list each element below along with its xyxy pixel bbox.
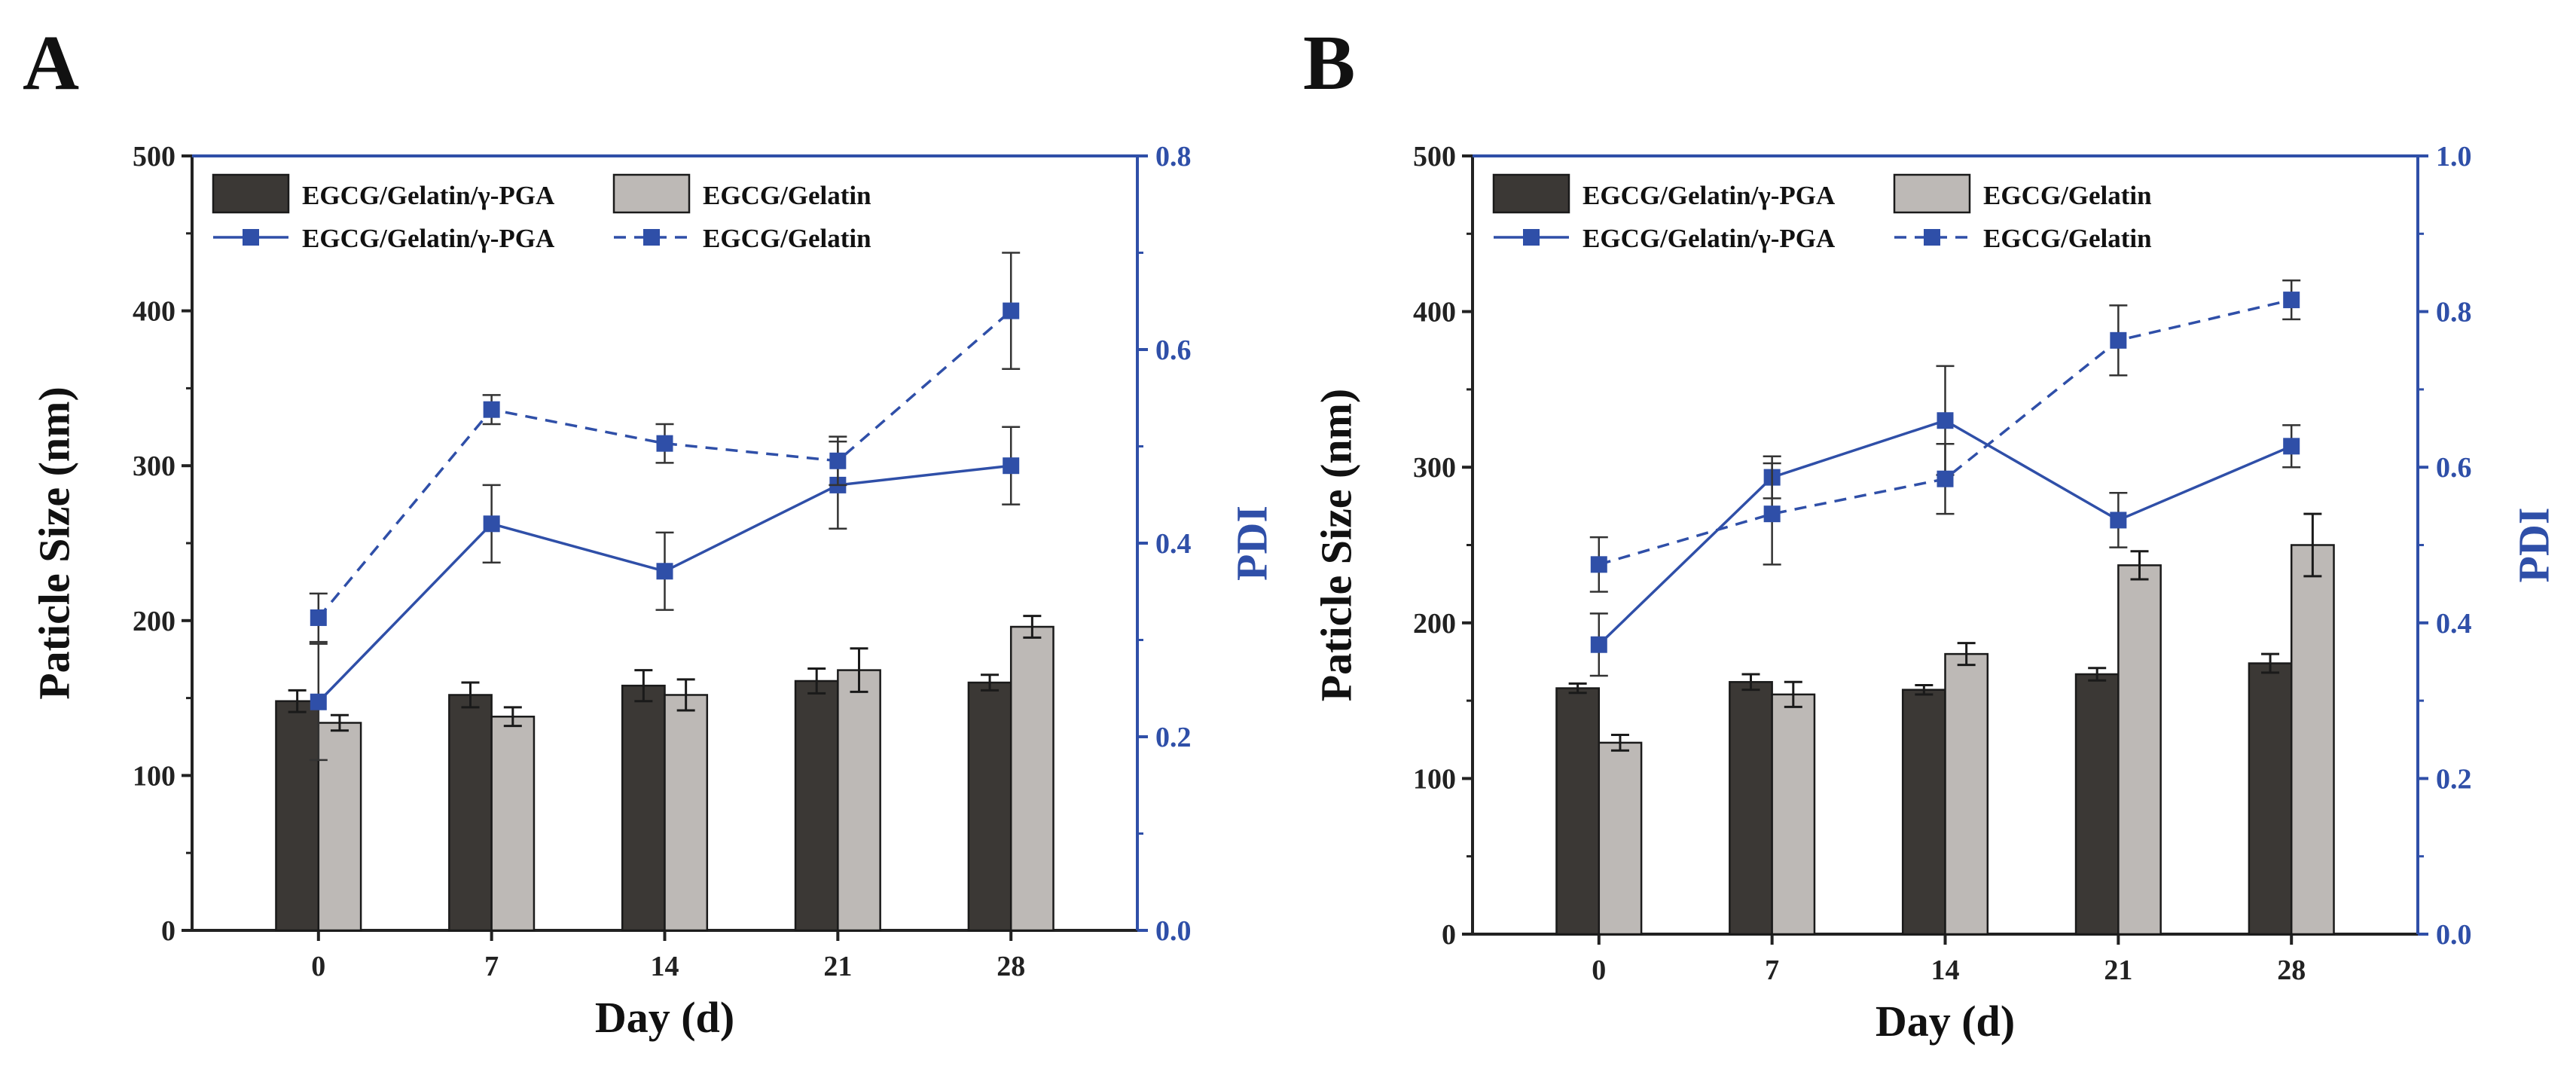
panel-b-bar [2117,564,2162,936]
panel-b-legend-marker [1924,229,1940,246]
panel-b-legend-label: EGCG/Gelatin [1983,224,2152,253]
panel-a-pdi-point [829,452,847,469]
panel-a-x-tick-label: 28 [997,951,1025,982]
panel-b-legend-label: EGCG/Gelatin/γ-PGA [1583,224,1836,253]
panel-b-bar [1944,652,1989,936]
panel-a-legend-marker [643,229,660,246]
panel-b-x-tick-label: 21 [2104,954,2132,986]
panel-a-left-tick-label: 300 [133,450,175,482]
panel-a-chart: 0 100 200 300 400 500 0.0 0.2 0.4 0.6 0.8 0 7 14 21 28 D… [29,141,1276,1042]
panel-a-pdi-line [317,310,1012,619]
panel-b-legend-swatch [1492,173,1570,214]
panel-b-bar [2248,662,2293,936]
panel-a-left-tick-label: 500 [133,141,175,173]
panel-a-bar [837,669,881,932]
panel-a-pdi-point [483,401,500,418]
panel-a-pdi-point [1003,457,1020,475]
panel-b-right-tick-label: 0.2 [2436,763,2472,795]
panel-a-right-axis-title: PDI [1227,505,1276,581]
panel-a-pdi-point [310,609,327,626]
panel-b-bar [1555,687,1601,936]
panel-b-pdi-point [2110,512,2127,529]
panel-b-y-axis-title: Paticle Size (nm) [1311,389,1360,702]
panel-a-y-axis-title: Paticle Size (nm) [29,386,78,700]
panel-a-bar [621,684,666,932]
panel-a-bar [490,716,536,932]
panel-b-label: B [1303,20,1355,106]
panel-a-pdi-point [310,693,327,710]
panel-b-left-tick-label: 300 [1413,452,1456,484]
panel-a-right-tick-label: 0.8 [1155,141,1192,173]
panel-a-x-axis-title: Day (d) [595,993,734,1042]
panel-a-legend-label: EGCG/Gelatin [703,224,871,253]
panel-b-left-tick-label: 0 [1442,919,1456,951]
panel-a-label: A [23,20,79,106]
panel-b-pdi-point [2283,438,2300,455]
panel-b-bar [2074,673,2120,936]
panel-b-x-tick-label: 0 [1592,954,1606,986]
panel-a-left-tick-label: 200 [133,606,175,637]
panel-b-x-tick-label: 28 [2277,954,2306,986]
panel-b-legend-label: EGCG/Gelatin/γ-PGA [1583,181,1836,210]
panel-b-left-tick-label: 100 [1413,763,1456,795]
panel-a-right-tick-label: 0.0 [1155,915,1192,947]
panel-a-left-tick-label: 0 [161,915,175,947]
panel-a-legend-label: EGCG/Gelatin [703,181,871,210]
panel-b-x-tick-label: 7 [1765,954,1779,986]
panel-b-pdi-point [2110,331,2127,349]
panel-a-bar [794,680,839,932]
panel-b-pdi-point [1590,636,1607,653]
panel-a-right-tick-label: 0.2 [1155,722,1192,753]
panel-b-legend-swatch [1893,173,1971,214]
panel-a-pdi-point [1003,302,1020,319]
panel-b-right-tick-label: 0.8 [2436,297,2472,328]
panel-b-chart: 0 100 200 300 400 500 0.0 0.2 0.4 0.6 0.8 1.0 0 7 14 21… [1311,141,2558,1046]
panel-a-x-tick-label: 21 [823,951,852,982]
panel-b-left-tick-label: 400 [1413,297,1456,328]
panel-a-left-tick-label: 400 [133,296,175,328]
panel-b-pdi-point [1937,470,1954,487]
panel-a-right-tick-label: 0.6 [1155,334,1192,366]
panel-b-x-tick-label: 14 [1931,954,1960,986]
panel-a-legend-label: EGCG/Gelatin/γ-PGA [302,224,555,253]
panel-a-bar [275,700,320,932]
panel-a-pdi-point [656,563,673,580]
panel-a-pdi-point [656,435,673,452]
panel-b-right-axis-title: PDI [2509,508,2558,583]
panel-b-legend-marker [1523,229,1540,246]
panel-b-bar [1729,681,1773,936]
panel-b-pdi-point [1763,505,1781,523]
panel-b-pdi-point [1937,412,1954,429]
panel-b-bar [1771,693,1816,936]
panel-a-bar [317,722,362,932]
panel-a-x-tick-label: 0 [311,951,325,982]
panel-b-x-axis-title: Day (d) [1876,997,2015,1046]
panel-b-right-tick-label: 0.4 [2436,608,2472,640]
panel-a-legend-swatch [212,173,290,214]
panel-a-pdi-point [483,515,500,533]
panel-a-x-tick-label: 7 [484,951,499,982]
panel-a-bar [1009,625,1055,932]
panel-b-right-tick-label: 0.6 [2436,452,2472,484]
panel-b-left-tick-label: 500 [1413,141,1456,173]
panel-a-left-tick-label: 100 [133,760,175,792]
panel-a-bar [967,681,1012,932]
panel-b-left-tick-label: 200 [1413,608,1456,640]
panel-b-bar [1901,689,1946,936]
panel-b-bar [1598,741,1643,936]
panel-b-bar [2290,544,2335,936]
panel-a-legend-marker [243,229,259,246]
panel-a-bar [664,694,709,932]
panel-a-x-tick-label: 14 [651,951,679,982]
panel-a-legend-swatch [612,173,691,214]
panel-b-right-tick-label: 1.0 [2436,141,2472,173]
panel-b-legend-label: EGCG/Gelatin [1983,181,2152,210]
panel-a-right-tick-label: 0.4 [1155,528,1192,560]
panel-a-legend-label: EGCG/Gelatin/γ-PGA [302,181,555,210]
panel-b-right-tick-label: 0.0 [2436,919,2472,951]
panel-b-pdi-point [2283,292,2300,309]
panel-b-pdi-point [1590,556,1607,573]
panel-a-bar [448,694,493,932]
